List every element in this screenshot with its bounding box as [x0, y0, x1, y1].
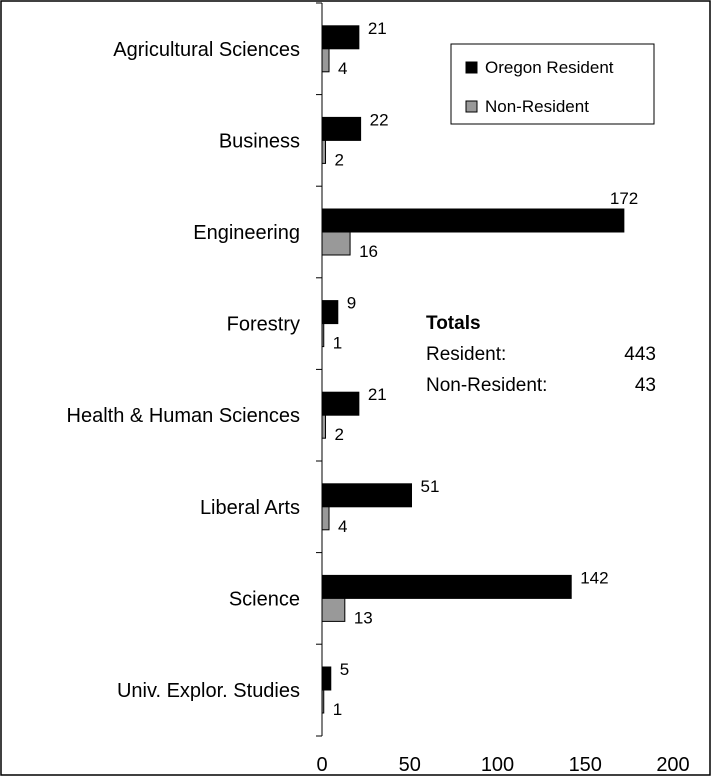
- category-label: Science: [229, 588, 300, 610]
- data-label-nonresident: 2: [335, 150, 344, 169]
- data-label-resident: 9: [347, 294, 356, 313]
- data-label-nonresident: 4: [338, 59, 347, 78]
- data-label-resident: 172: [610, 189, 638, 208]
- x-tick-label: 100: [481, 754, 514, 776]
- data-label-nonresident: 4: [338, 517, 347, 536]
- x-tick-label: 200: [656, 754, 689, 776]
- y-ticks: [316, 2, 322, 737]
- x-tick-label: 150: [569, 754, 602, 776]
- data-label-resident: 142: [580, 568, 608, 587]
- category-label: Health & Human Sciences: [67, 405, 300, 427]
- data-label-nonresident: 1: [333, 700, 342, 719]
- legend-label-resident: Oregon Resident: [485, 58, 614, 77]
- x-tick-label: 0: [316, 754, 327, 776]
- totals-nonresident-value: 43: [635, 375, 656, 396]
- category-label: Agricultural Sciences: [113, 39, 300, 61]
- x-tick-labels: 0 50 100 150 200: [316, 754, 689, 776]
- data-label-nonresident: 16: [359, 242, 378, 261]
- legend-label-nonresident: Non-Resident: [485, 97, 589, 116]
- category-labels: Agricultural Sciences214Business222Engin…: [67, 19, 639, 719]
- bar-nonresident: [321, 414, 327, 439]
- category-label: Liberal Arts: [200, 497, 300, 519]
- totals-box: Totals Resident: 443 Non-Resident: 43: [426, 313, 656, 396]
- bar-resident: [321, 666, 332, 691]
- bar-resident: [321, 391, 360, 416]
- category-label: Forestry: [227, 314, 300, 336]
- bar-resident: [321, 300, 339, 325]
- category-label: Univ. Explor. Studies: [117, 680, 300, 702]
- legend-swatch-resident: [465, 61, 478, 74]
- bar-resident: [321, 483, 413, 508]
- data-label-nonresident: 1: [333, 334, 342, 353]
- category-label: Engineering: [193, 222, 300, 244]
- data-label-resident: 21: [368, 19, 387, 38]
- bar-resident: [321, 25, 360, 50]
- bars-layer: [321, 25, 625, 714]
- totals-title: Totals: [426, 313, 481, 334]
- bar-nonresident: [321, 48, 330, 73]
- data-label-resident: 21: [368, 385, 387, 404]
- data-label-nonresident: 2: [335, 425, 344, 444]
- data-label-resident: 22: [370, 110, 389, 129]
- bar-nonresident: [321, 231, 351, 256]
- data-label-resident: 5: [340, 660, 349, 679]
- totals-resident-label: Resident:: [426, 344, 506, 365]
- category-label: Business: [219, 130, 300, 152]
- bar-nonresident: [321, 506, 330, 531]
- bar-nonresident: [321, 597, 346, 622]
- legend-box: [450, 43, 655, 125]
- totals-nonresident-label: Non-Resident:: [426, 375, 547, 396]
- bar-nonresident: [321, 139, 327, 164]
- bar-resident: [321, 208, 625, 233]
- data-label-nonresident: 13: [354, 608, 373, 627]
- data-label-resident: 51: [421, 477, 440, 496]
- totals-resident-value: 443: [624, 344, 656, 365]
- bar-resident: [321, 574, 572, 599]
- legend-swatch-nonresident: [465, 100, 478, 113]
- x-tick-label: 50: [399, 754, 421, 776]
- legend: Oregon Resident Non-Resident: [450, 43, 655, 125]
- bar-resident: [321, 116, 362, 141]
